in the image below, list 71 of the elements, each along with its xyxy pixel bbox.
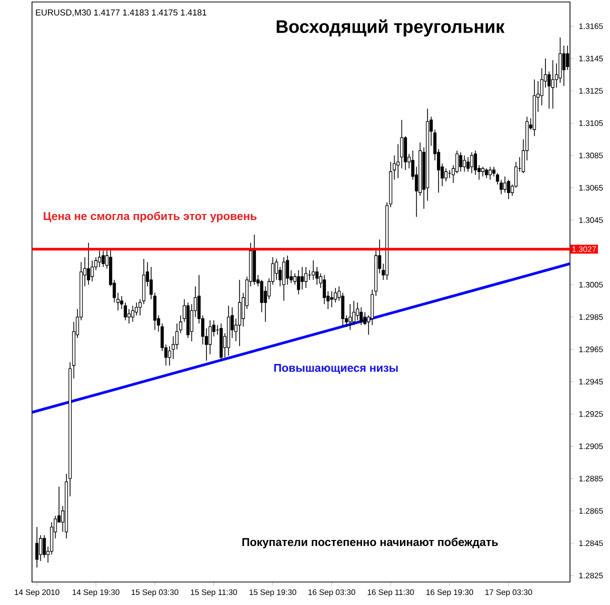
candlestick: [304, 266, 308, 288]
x-tick-label: 15 Sep 03:30: [132, 589, 178, 597]
candlestick: [300, 266, 304, 290]
candlestick: [562, 45, 566, 86]
y-tick-label: 1.2905: [579, 443, 603, 450]
y-tick-label: 1.2965: [579, 346, 603, 352]
candlestick: [42, 534, 46, 558]
x-tick-label: 15 Sep 19:30: [250, 589, 296, 597]
candlestick: [551, 60, 554, 110]
candlestick: [455, 150, 459, 174]
candlestick: [334, 288, 337, 303]
candlestick: [131, 305, 134, 322]
candlestick: [466, 156, 470, 172]
annotation: Покупатели постепенно начинают побеждать: [242, 538, 498, 548]
candlestick: [462, 155, 466, 172]
candlestick: [286, 255, 290, 286]
y-tick-label: 1.3065: [579, 184, 603, 191]
x-tick-label: 14 Sep 19:30: [72, 589, 120, 597]
y-tick-label: 1.3045: [579, 217, 603, 223]
candlestick: [484, 168, 488, 178]
candlestick: [444, 168, 448, 182]
candlestick: [296, 270, 300, 295]
y-tick-label: 1.2845: [579, 540, 603, 546]
candlestick: [459, 152, 462, 172]
candlestick: [35, 526, 39, 568]
candlestick: [282, 256, 286, 302]
y-tick-label: 1.2945: [579, 378, 603, 384]
candlestick: [352, 300, 356, 326]
y-tick-label: 1.2885: [579, 476, 603, 482]
x-tick-label: 14 Sep 2010: [14, 589, 60, 597]
annotation: EURUSD,M30 1.4177 1.4183 1.4175 1.4181: [36, 9, 206, 17]
candlestick: [238, 279, 242, 347]
y-tick-label: 1.2825: [579, 572, 603, 578]
candlestick: [488, 166, 492, 180]
annotation: Повышающиеся низы: [274, 364, 398, 374]
y-tick-label: 1.3005: [579, 282, 603, 288]
x-tick-label: 17 Sep 03:30: [485, 589, 532, 597]
x-tick-label: 16 Sep 03:30: [308, 589, 356, 597]
candlestick: [474, 150, 478, 176]
candlestick: [127, 308, 131, 324]
y-tick-label: 1.2865: [579, 508, 603, 514]
y-tick-label: 1.3145: [579, 56, 603, 62]
candlestick: [134, 302, 138, 316]
candlestick: [168, 346, 172, 366]
x-tick-label: 16 Sep 11:30: [368, 589, 414, 597]
y-tick-label: 1.2985: [579, 314, 603, 320]
candlestick: [308, 270, 312, 280]
candlestick: [330, 290, 334, 308]
y-tick-label: 1.3125: [579, 88, 603, 94]
y-tick-label: 1.3105: [579, 120, 603, 126]
ref-line-label: 1.3027: [572, 246, 596, 252]
y-tick-label: 1.2925: [579, 411, 603, 417]
x-tick-label: 16 Sep 19:30: [426, 589, 474, 597]
candlestick: [481, 166, 484, 177]
candlestick: [312, 260, 315, 280]
candlestick: [360, 306, 363, 326]
text: Восходящий треугольник: [276, 19, 505, 37]
candlestick: [348, 304, 352, 330]
candlestick: [124, 302, 127, 321]
y-tick-label: 1.3165: [579, 23, 603, 30]
annotation: Цена не смогла пробить этот уровень: [44, 212, 257, 222]
candlestick: [503, 176, 506, 194]
candlestick: [102, 250, 105, 268]
candlestick: [356, 302, 360, 321]
candlestick: [506, 179, 510, 200]
candlestick: [98, 250, 102, 268]
candlestick: [470, 152, 474, 174]
candlestick: [315, 266, 319, 286]
x-tick-label: 15 Sep 11:30: [190, 589, 237, 597]
y-tick-label: 1.3085: [579, 152, 603, 158]
candlestick: [86, 242, 90, 286]
